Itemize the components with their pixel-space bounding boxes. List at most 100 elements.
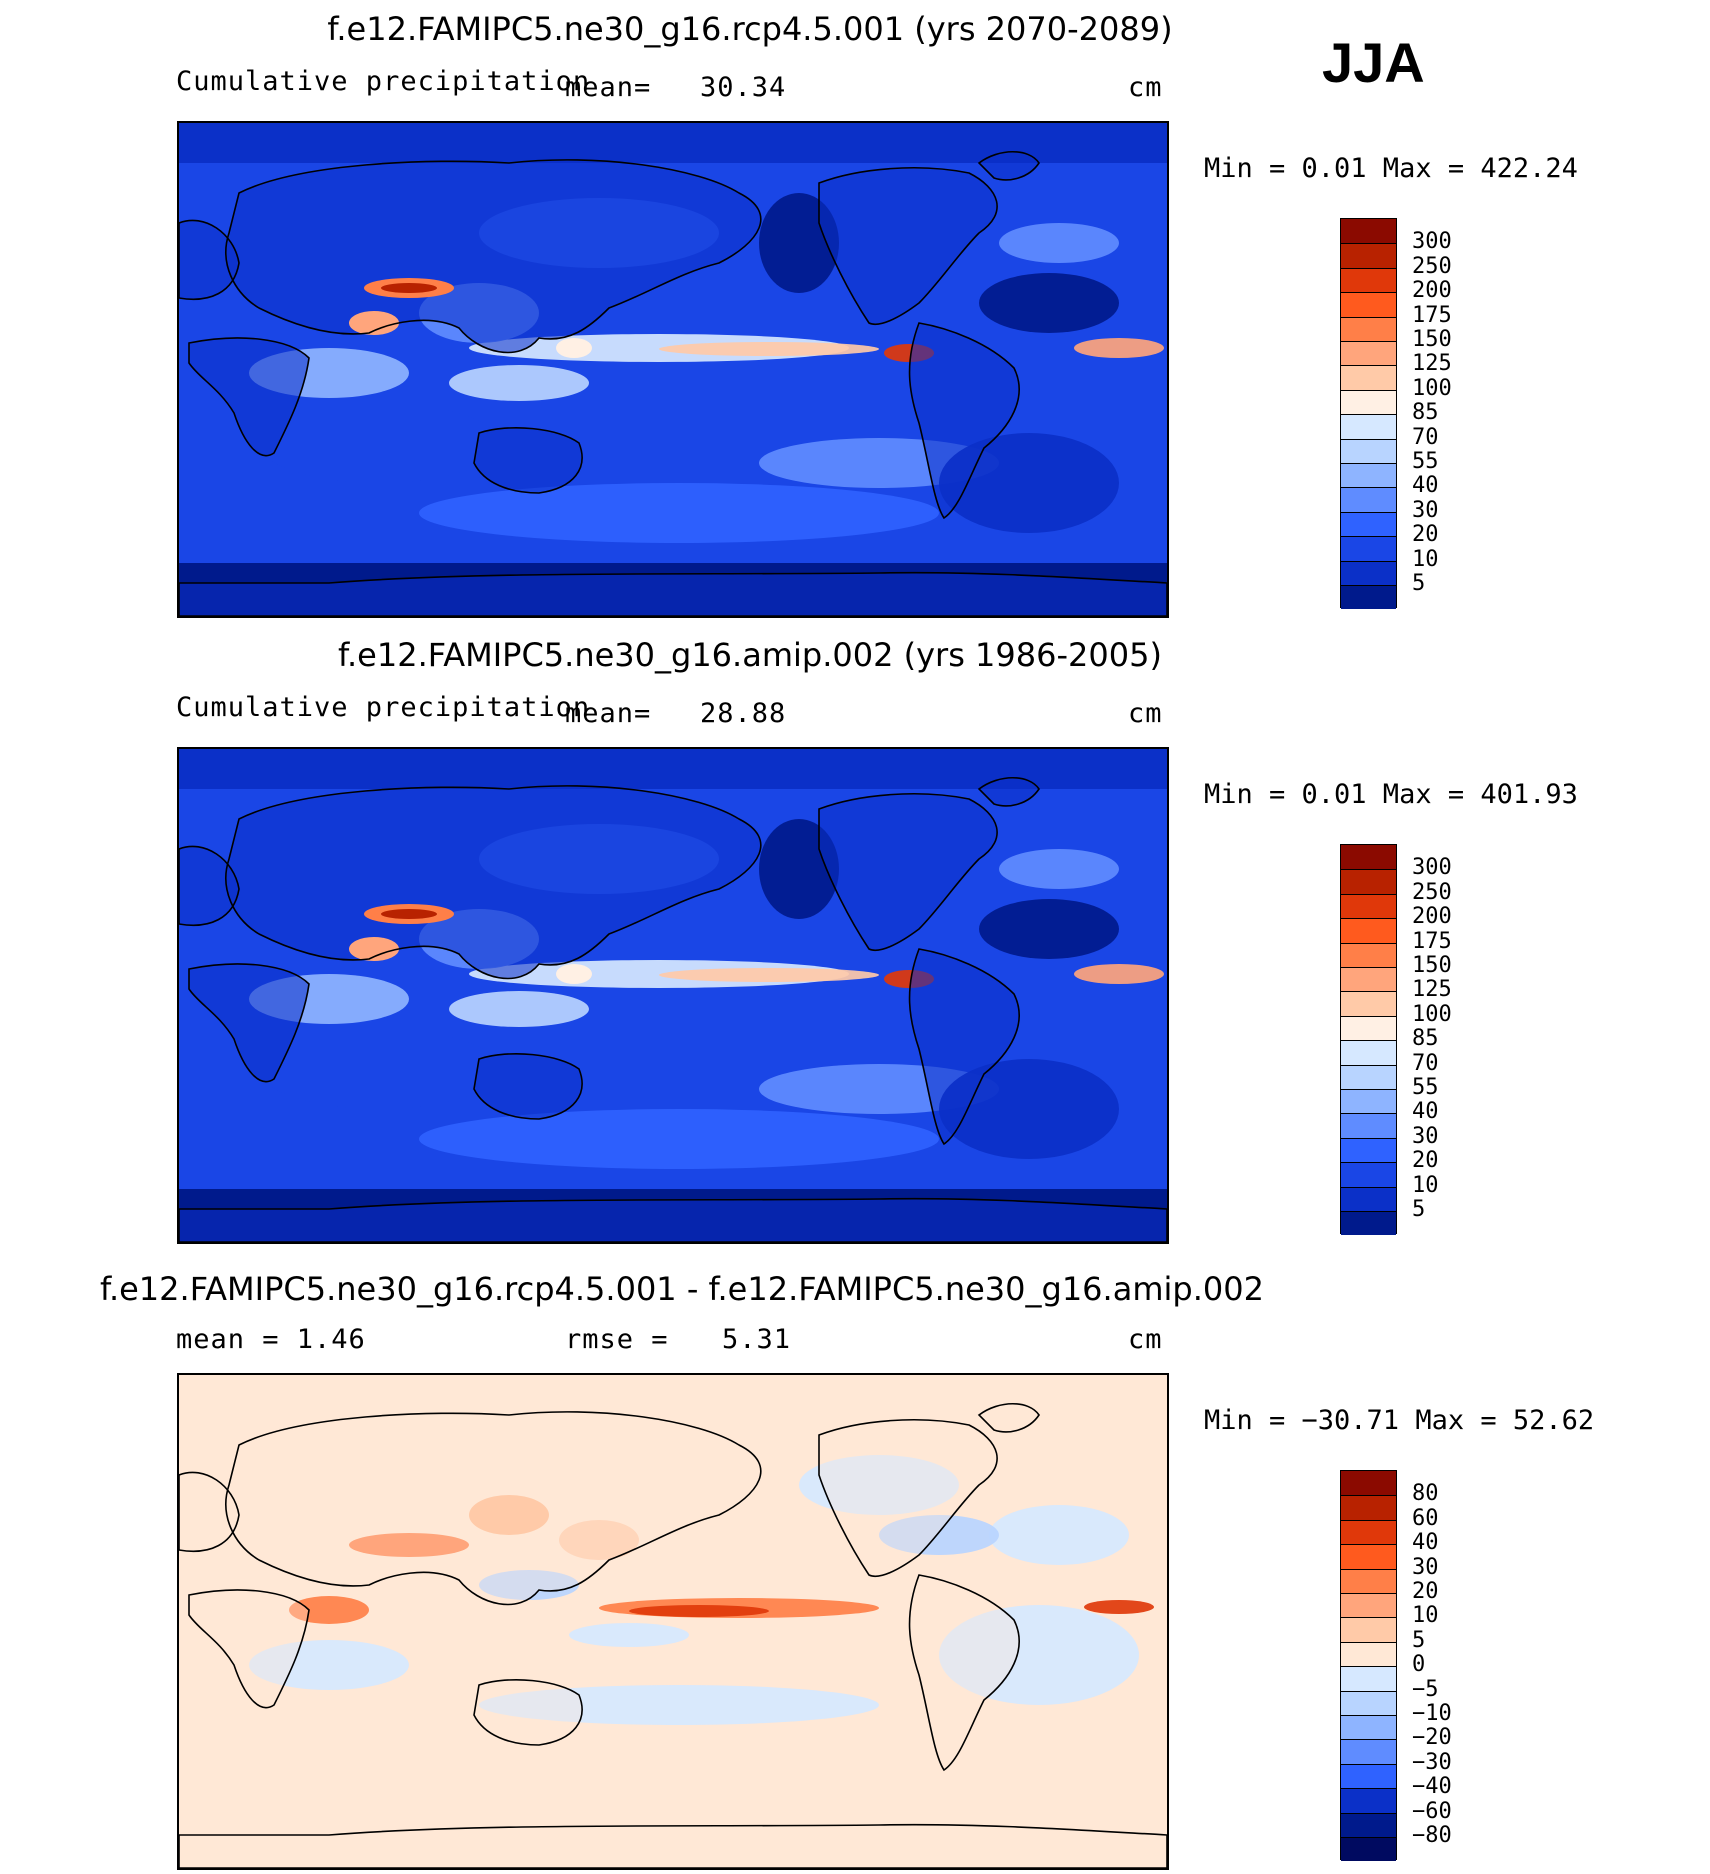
panel-2-field-label: Cumulative precipitation: [176, 692, 591, 723]
panel-2-title: f.e12.FAMIPC5.ne30_g16.amip.002 (yrs 198…: [338, 636, 1162, 674]
colorbar-segment: [1341, 1641, 1396, 1667]
coastline: [977, 151, 1040, 181]
colorbar-tick-label: 20: [1412, 1148, 1439, 1174]
colorbar-tick-label: 5: [1412, 571, 1426, 596]
precip-field-contour: [259, 403, 499, 483]
colorbar-tick-label: 30: [1412, 1554, 1439, 1580]
land-fill: [819, 167, 998, 325]
panel-3-rmse-label: rmse =: [565, 1324, 669, 1355]
colorbar-segment: [1341, 1471, 1396, 1496]
land-fill: [225, 785, 761, 979]
colorbar-tick-label: 80: [1412, 1481, 1439, 1507]
colorbar-segment: [1341, 414, 1396, 439]
coastline: [225, 785, 762, 980]
colorbar-segment: [1341, 1089, 1396, 1114]
land-fill: [179, 846, 239, 926]
colorbar-tick-label: 60: [1412, 1505, 1439, 1531]
coastline: [188, 963, 310, 1083]
colorbar-tick-label: 250: [1412, 253, 1452, 279]
colorbar-segment: [1341, 1715, 1396, 1740]
precip-field-contour: [979, 273, 1119, 333]
land-fill: [189, 964, 309, 1082]
coastline: [473, 1679, 583, 1746]
map-canvas: [179, 1375, 1167, 1868]
coastline: [179, 219, 240, 300]
colorbar-tick-label: 200: [1412, 278, 1452, 304]
precip-field-contour: [249, 1640, 409, 1690]
colorbar-tick-label: −30: [1412, 1749, 1452, 1775]
colorbar-tick-label: 40: [1412, 1530, 1439, 1556]
precip-field-contour: [259, 1029, 499, 1109]
colorbar-tick-label: 200: [1412, 904, 1452, 930]
colorbar-tick-label: 0: [1412, 1652, 1426, 1678]
land-fill: [979, 1403, 1039, 1432]
precip-field-contour: [939, 1605, 1139, 1705]
colorbar-segment: [1341, 1040, 1396, 1065]
precip-field-contour: [479, 1570, 579, 1600]
colorbar-segment: [1341, 560, 1396, 585]
colorbar-tick-label: 10: [1412, 1172, 1439, 1198]
land-fill: [979, 151, 1039, 180]
land-fill: [819, 1419, 998, 1577]
coastline: [908, 1574, 1020, 1772]
colorbar-tick-label: 100: [1412, 375, 1452, 401]
colorbar-tick-label: 20: [1412, 522, 1439, 548]
colorbar-segment: [1341, 1162, 1396, 1187]
coastline: [179, 1471, 240, 1552]
panel-3-rmse-value: 5.31: [722, 1324, 792, 1355]
colorbar-tick-label: −10: [1412, 1701, 1452, 1726]
colorbar-segment: [1341, 1519, 1396, 1545]
colorbar-segment: [1341, 1788, 1396, 1813]
coastline: [179, 845, 240, 926]
precip-field-contour: [629, 1605, 769, 1617]
colorbar-segment: [1341, 869, 1396, 894]
land-fill: [179, 220, 239, 300]
land-fill: [179, 1472, 239, 1552]
colorbar-tick-label: −40: [1412, 1774, 1452, 1800]
colorbar-segment: [1341, 341, 1396, 366]
colorbar-tick-label: 125: [1412, 351, 1452, 377]
colorbar-segment: [1341, 1186, 1396, 1211]
precip-field-contour: [556, 338, 592, 358]
colorbar-segment: [1341, 1739, 1396, 1764]
colorbar-tick-label: −60: [1412, 1798, 1452, 1824]
colorbar-segment: [1341, 585, 1396, 610]
colorbar-tick-label: 70: [1412, 1050, 1439, 1076]
colorbar-segment: [1341, 991, 1396, 1016]
precip-field-contour: [989, 1505, 1129, 1565]
colorbar-segment: [1341, 1211, 1396, 1236]
coastline: [818, 793, 998, 951]
coastline: [225, 1411, 762, 1606]
colorbar-tick-label: 10: [1412, 1603, 1439, 1629]
colorbar-segment: [1341, 511, 1396, 537]
colorbar-boxes: [1340, 218, 1397, 610]
colorbar-tick-label: 5: [1412, 1197, 1426, 1222]
colorbar-segment: [1341, 1593, 1396, 1618]
land-fill: [225, 159, 761, 353]
panel-3-minmax: Min = −30.71 Max = 52.62: [1204, 1405, 1595, 1436]
colorbar-tick-label: 85: [1412, 1026, 1439, 1052]
panel-1-map: [177, 121, 1169, 618]
colorbar-tick-label: −80: [1412, 1823, 1452, 1848]
colorbar-tick-label: 5: [1412, 1627, 1426, 1653]
colorbar-segment: [1341, 536, 1396, 561]
precip-field-contour: [449, 991, 589, 1027]
coastline: [818, 1419, 998, 1577]
precip-field-contour: [659, 968, 879, 982]
colorbar-tick-label: 150: [1412, 327, 1452, 352]
precip-field-contour: [999, 223, 1119, 263]
panel-2-mean-value: 28.88: [700, 698, 787, 729]
colorbar-segment: [1341, 487, 1396, 512]
colorbar-segment: [1341, 845, 1396, 870]
colorbar-tick-label: 300: [1412, 229, 1452, 255]
coastline: [179, 1823, 1167, 1868]
map-canvas: [179, 749, 1167, 1242]
land-fill: [909, 1575, 1020, 1770]
panel-1-title: f.e12.FAMIPC5.ne30_g16.rcp4.5.001 (yrs 2…: [327, 10, 1173, 48]
precip-field-contour: [939, 433, 1119, 533]
panel-1-field-label: Cumulative precipitation: [176, 66, 591, 97]
precip-field-contour: [381, 283, 437, 293]
colorbar-tick-label: 30: [1412, 1123, 1439, 1149]
precip-field-contour: [659, 342, 879, 356]
panel-1-unit: cm: [1128, 72, 1163, 103]
